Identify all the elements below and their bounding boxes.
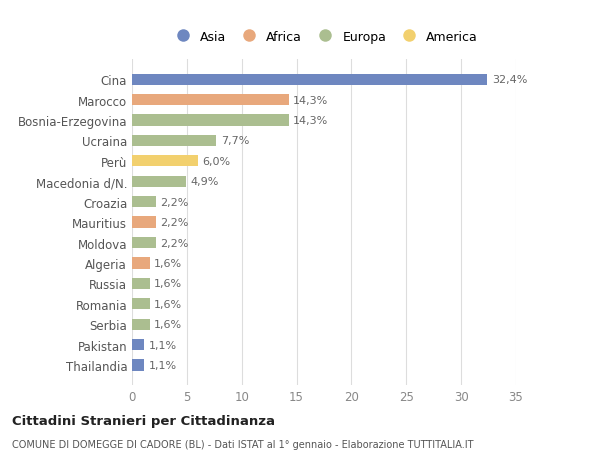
Bar xyxy=(132,95,289,106)
Text: 6,0%: 6,0% xyxy=(202,157,230,167)
Text: 1,6%: 1,6% xyxy=(154,258,182,269)
Bar xyxy=(132,278,149,289)
Text: 1,1%: 1,1% xyxy=(148,340,176,350)
Bar xyxy=(132,359,144,371)
Bar xyxy=(132,135,217,147)
Text: 2,2%: 2,2% xyxy=(161,197,189,207)
Legend: Asia, Africa, Europa, America: Asia, Africa, Europa, America xyxy=(166,27,482,47)
Text: 1,6%: 1,6% xyxy=(154,299,182,309)
Bar xyxy=(132,258,149,269)
Bar xyxy=(132,74,487,86)
Text: 14,3%: 14,3% xyxy=(293,116,329,126)
Text: 14,3%: 14,3% xyxy=(293,95,329,106)
Text: Cittadini Stranieri per Cittadinanza: Cittadini Stranieri per Cittadinanza xyxy=(12,414,275,428)
Bar xyxy=(132,176,186,187)
Bar xyxy=(132,339,144,350)
Bar xyxy=(132,217,156,228)
Text: 7,7%: 7,7% xyxy=(221,136,249,146)
Text: 1,6%: 1,6% xyxy=(154,279,182,289)
Text: COMUNE DI DOMEGGE DI CADORE (BL) - Dati ISTAT al 1° gennaio - Elaborazione TUTTI: COMUNE DI DOMEGGE DI CADORE (BL) - Dati … xyxy=(12,440,473,449)
Bar xyxy=(132,115,289,126)
Text: 2,2%: 2,2% xyxy=(161,238,189,248)
Text: 2,2%: 2,2% xyxy=(161,218,189,228)
Text: 32,4%: 32,4% xyxy=(492,75,527,85)
Bar xyxy=(132,196,156,208)
Bar xyxy=(132,298,149,310)
Text: 1,1%: 1,1% xyxy=(148,360,176,370)
Bar xyxy=(132,237,156,249)
Bar xyxy=(132,156,198,167)
Text: 1,6%: 1,6% xyxy=(154,319,182,330)
Bar xyxy=(132,319,149,330)
Text: 4,9%: 4,9% xyxy=(190,177,218,187)
